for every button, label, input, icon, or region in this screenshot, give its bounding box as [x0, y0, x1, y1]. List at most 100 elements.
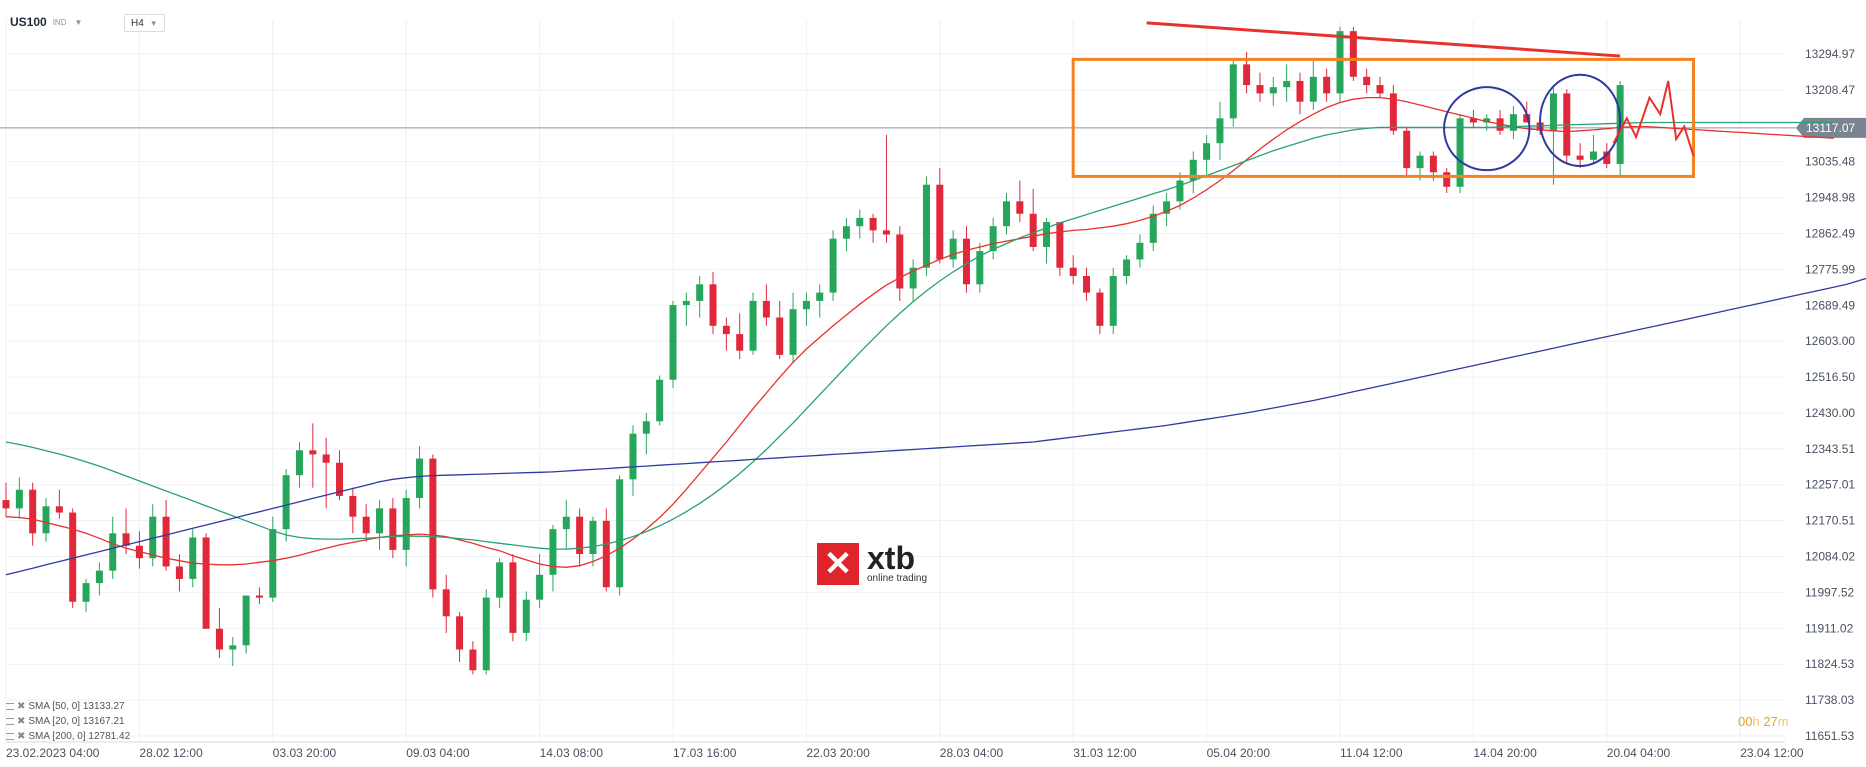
candle-body	[95, 570, 103, 584]
legend-item-sma50[interactable]: ✖ SMA [50, 0] 13133.27	[6, 699, 130, 714]
close-icon[interactable]: ✖	[17, 716, 26, 727]
y-tick-label: 12516.50	[1805, 370, 1855, 384]
candle	[949, 230, 957, 268]
legend-label: SMA [50, 0] 13133.27	[28, 701, 125, 712]
candle	[122, 508, 130, 555]
candle-body	[1203, 143, 1211, 160]
candle	[1163, 193, 1171, 227]
candle	[15, 477, 23, 519]
candle	[776, 300, 784, 360]
candle-body	[1109, 276, 1117, 326]
candle	[456, 612, 464, 662]
candle	[1576, 143, 1584, 169]
y-tick-label: 12862.49	[1805, 226, 1855, 240]
x-tick-label: 31.03 12:00	[1073, 746, 1137, 760]
candle-body	[1523, 114, 1531, 123]
x-tick-label: 23.02.2023 04:00	[6, 746, 100, 760]
candle	[1229, 60, 1237, 127]
candle	[576, 508, 584, 567]
close-icon[interactable]: ✖	[17, 731, 26, 742]
candle-body	[175, 566, 183, 579]
x-tick-label: 14.04 20:00	[1473, 746, 1537, 760]
candle-body	[1309, 76, 1317, 102]
candle-body	[949, 238, 957, 260]
y-tick-label: 11651.53	[1805, 729, 1854, 743]
resistance-line-annotation	[1146, 21, 1621, 58]
candle	[842, 217, 850, 252]
candle-body	[1083, 276, 1091, 293]
indicator-legend: ✖ SMA [50, 0] 13133.27 ✖ SMA [20, 0] 131…	[6, 699, 130, 744]
candle-body	[42, 506, 50, 534]
candle-body	[616, 479, 624, 588]
x-axis: 23.02.2023 04:00 28.02 12:00 03.03 20:00 09…	[6, 746, 1804, 760]
candle-body	[589, 520, 597, 555]
candle	[1323, 68, 1331, 102]
candle-body	[282, 475, 290, 530]
legend-item-sma200[interactable]: ✖ SMA [200, 0] 12781.42	[6, 729, 130, 744]
settings-icon[interactable]	[6, 703, 14, 710]
candle	[1403, 126, 1411, 177]
candle-body	[496, 562, 504, 598]
x-tick-label: 05.04 20:00	[1207, 746, 1271, 760]
y-tick-label: 12948.98	[1805, 191, 1855, 205]
candle	[402, 489, 410, 567]
candle	[322, 437, 330, 509]
candle-body	[1376, 85, 1384, 94]
candle-body	[229, 645, 237, 650]
candle-body	[562, 516, 570, 530]
candle-body	[549, 529, 557, 575]
candle	[1509, 105, 1517, 140]
candle	[55, 489, 63, 519]
candle-body	[1163, 201, 1171, 214]
candle	[856, 209, 864, 239]
x-tick-label: 28.03 04:00	[940, 746, 1004, 760]
y-tick-label: 12170.51	[1805, 514, 1855, 528]
candle	[816, 284, 824, 318]
candle-body	[82, 583, 90, 602]
countdown-minutes-unit: m	[1777, 714, 1789, 729]
candle-body	[989, 226, 997, 252]
settings-icon[interactable]	[6, 718, 14, 725]
timeframe-dropdown[interactable]: H4 ▼	[124, 14, 165, 32]
legend-item-sma20[interactable]: ✖ SMA [20, 0] 13167.21	[6, 714, 130, 729]
candle	[869, 213, 877, 243]
candle	[376, 500, 384, 550]
current-price-label: 13117.07	[1806, 121, 1855, 135]
candle	[1456, 114, 1464, 194]
candle-body	[1589, 151, 1597, 160]
candle-body	[642, 421, 650, 434]
candle-body	[602, 520, 610, 588]
candle-body	[1323, 76, 1331, 94]
legend-label: SMA [20, 0] 13167.21	[28, 716, 125, 727]
close-icon[interactable]: ✖	[17, 701, 26, 712]
candle-body	[1016, 201, 1024, 214]
candle	[295, 441, 303, 488]
sma-line	[5, 277, 1866, 576]
candle	[29, 482, 37, 546]
candle	[1136, 234, 1144, 268]
candle-body	[789, 309, 797, 355]
candle	[589, 516, 597, 567]
candle	[1256, 72, 1264, 102]
candle	[682, 292, 690, 326]
x-tick-label: 03.03 20:00	[273, 746, 337, 760]
candle-body	[1403, 130, 1411, 169]
candle-body	[696, 284, 704, 301]
settings-icon[interactable]	[6, 733, 14, 740]
candle-body	[1549, 93, 1557, 131]
symbol-selector[interactable]: US100 IND ▼	[10, 12, 82, 32]
y-tick-label: 11738.03	[1805, 693, 1854, 707]
candle	[802, 292, 810, 326]
candle	[749, 292, 757, 355]
candle	[722, 317, 730, 351]
candle	[189, 529, 197, 588]
candle-body	[69, 512, 77, 602]
candle-body	[882, 230, 890, 235]
x-tick-label: 17.03 16:00	[673, 746, 737, 760]
candle	[1443, 168, 1451, 194]
candle	[1016, 180, 1024, 223]
candle	[496, 558, 504, 608]
xtb-logo: ✕ xtb online trading	[817, 542, 927, 585]
candle	[2, 482, 10, 517]
